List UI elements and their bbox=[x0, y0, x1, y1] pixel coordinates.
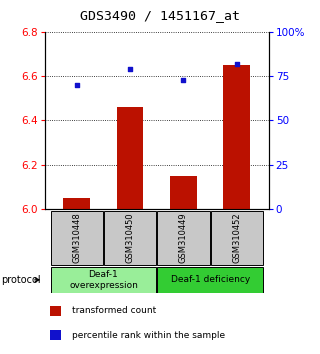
Text: GSM310450: GSM310450 bbox=[126, 213, 135, 263]
Text: Deaf-1
overexpression: Deaf-1 overexpression bbox=[69, 270, 138, 290]
Text: Deaf-1 deficiency: Deaf-1 deficiency bbox=[171, 275, 250, 284]
Bar bbox=[157, 267, 263, 292]
Bar bbox=[104, 211, 156, 265]
Point bbox=[128, 66, 133, 72]
Bar bbox=[211, 211, 263, 265]
Bar bbox=[51, 267, 156, 292]
Text: GDS3490 / 1451167_at: GDS3490 / 1451167_at bbox=[80, 9, 240, 22]
Bar bbox=[117, 107, 143, 209]
Bar bbox=[157, 211, 210, 265]
Bar bbox=[170, 176, 197, 209]
Text: protocol: protocol bbox=[2, 275, 41, 285]
Point bbox=[234, 61, 239, 67]
Bar bbox=[223, 65, 250, 209]
Bar bbox=[50, 330, 61, 341]
Text: GSM310448: GSM310448 bbox=[72, 213, 81, 263]
Text: transformed count: transformed count bbox=[72, 307, 156, 315]
Text: percentile rank within the sample: percentile rank within the sample bbox=[72, 331, 225, 340]
Point bbox=[181, 77, 186, 82]
Point bbox=[74, 82, 79, 88]
Bar bbox=[51, 211, 103, 265]
Text: GSM310449: GSM310449 bbox=[179, 213, 188, 263]
Text: GSM310452: GSM310452 bbox=[232, 213, 241, 263]
Bar bbox=[63, 198, 90, 209]
Bar bbox=[50, 306, 61, 316]
